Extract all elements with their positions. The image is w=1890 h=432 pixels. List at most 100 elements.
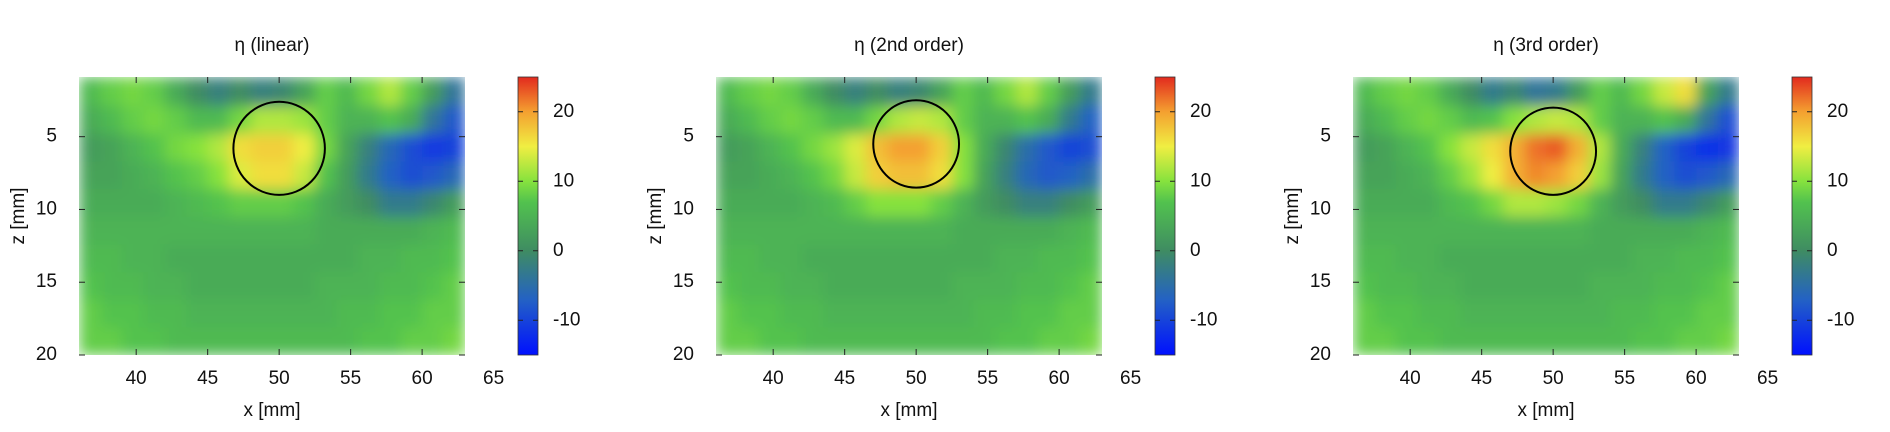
heat-cell bbox=[801, 272, 824, 301]
heat-cell bbox=[1438, 327, 1461, 355]
heat-cell bbox=[887, 244, 910, 273]
heat-cell bbox=[143, 327, 166, 355]
heat-cell bbox=[1696, 327, 1719, 355]
heat-cell bbox=[229, 272, 252, 301]
heat-cell bbox=[1674, 189, 1697, 218]
heat-cell bbox=[357, 133, 380, 162]
heat-cell bbox=[207, 106, 230, 135]
heat-cell bbox=[336, 272, 359, 301]
heat-cell bbox=[930, 244, 953, 273]
heat-cell bbox=[422, 299, 445, 328]
heat-cell bbox=[1610, 244, 1633, 273]
y-axis-label: z [mm] bbox=[645, 188, 666, 245]
heat-cell bbox=[758, 106, 781, 135]
heat-cell bbox=[1717, 77, 1739, 107]
heat-cell bbox=[1037, 77, 1060, 107]
heat-cell bbox=[844, 161, 867, 190]
heat-cell bbox=[1546, 244, 1568, 273]
heat-cell bbox=[379, 161, 402, 190]
heat-cell bbox=[379, 189, 402, 218]
heat-cell bbox=[951, 77, 974, 107]
heat-cell bbox=[1016, 244, 1039, 273]
heat-cell bbox=[780, 272, 803, 301]
heat-cell bbox=[121, 327, 144, 355]
heat-cell bbox=[1696, 299, 1719, 328]
heat-cell bbox=[1080, 299, 1102, 328]
heat-cell bbox=[79, 189, 101, 218]
heat-cell bbox=[1696, 216, 1719, 245]
heat-cell bbox=[844, 216, 867, 245]
heat-cell bbox=[1037, 189, 1060, 218]
heat-cell bbox=[143, 189, 166, 218]
heat-cell bbox=[758, 272, 781, 301]
x-tick-label: 65 bbox=[1120, 368, 1141, 389]
heat-cell bbox=[1417, 216, 1440, 245]
heat-cell bbox=[314, 161, 337, 190]
heat-cell bbox=[336, 299, 359, 328]
x-tick-label: 55 bbox=[340, 368, 361, 389]
heat-cell bbox=[1696, 106, 1719, 135]
heat-cell bbox=[379, 244, 402, 273]
heat-cell bbox=[1417, 133, 1440, 162]
heat-cell bbox=[994, 77, 1017, 107]
y-tick-label: 10 bbox=[36, 198, 57, 219]
heat-cell bbox=[1080, 106, 1102, 135]
heat-cell bbox=[121, 216, 144, 245]
heat-cell bbox=[951, 327, 974, 355]
heat-cell bbox=[1524, 244, 1547, 273]
heat-cell bbox=[207, 327, 230, 355]
panel: 40 45 50 55 60 65 5 10 15 20 η (2nd order) x [mm] z … bbox=[645, 35, 1217, 421]
heat-cell bbox=[1588, 133, 1611, 162]
heat-cell bbox=[887, 327, 910, 355]
heat-cell bbox=[1374, 77, 1397, 107]
heat-cell bbox=[1417, 189, 1440, 218]
heat-cell bbox=[758, 189, 781, 218]
heat-cell bbox=[229, 189, 252, 218]
colorbar bbox=[1154, 76, 1176, 356]
heat-cell bbox=[1037, 327, 1060, 355]
y-tick-label: 20 bbox=[673, 344, 694, 365]
heat-cell bbox=[443, 77, 465, 107]
heat-cell bbox=[336, 189, 359, 218]
x-tick-label: 50 bbox=[269, 368, 290, 389]
heat-cell bbox=[143, 106, 166, 135]
heat-cell bbox=[844, 133, 867, 162]
heat-cell bbox=[973, 133, 996, 162]
heat-cell bbox=[293, 299, 316, 328]
heat-cell bbox=[314, 216, 337, 245]
y-tick-label: 15 bbox=[673, 271, 694, 292]
heat-cell bbox=[737, 216, 760, 245]
x-tick-label: 45 bbox=[834, 368, 855, 389]
heat-cell bbox=[443, 272, 465, 301]
heat-cell bbox=[1016, 106, 1039, 135]
heat-cell bbox=[973, 77, 996, 107]
heat-cell bbox=[1631, 327, 1654, 355]
heat-cell bbox=[79, 161, 101, 190]
heat-cell bbox=[1567, 272, 1590, 301]
heat-cell bbox=[1588, 216, 1611, 245]
heat-cell bbox=[716, 106, 738, 135]
heat-cell bbox=[1417, 77, 1440, 107]
heat-cell bbox=[121, 106, 144, 135]
heat-cell bbox=[823, 133, 846, 162]
heat-cell bbox=[100, 189, 123, 218]
heat-cell bbox=[887, 161, 910, 190]
heat-cell bbox=[909, 133, 931, 162]
heat-cell bbox=[100, 244, 123, 273]
heat-cell bbox=[951, 216, 974, 245]
heat-cell bbox=[1481, 189, 1504, 218]
heat-cell bbox=[1059, 244, 1082, 273]
heat-cell bbox=[1696, 244, 1719, 273]
heat-cell bbox=[1717, 133, 1739, 162]
heat-cell bbox=[1717, 272, 1739, 301]
colorbar-tick-label: 10 bbox=[1827, 170, 1848, 191]
y-tick-label: 20 bbox=[1310, 344, 1331, 365]
heat-cell bbox=[1059, 77, 1082, 107]
heat-cell bbox=[1460, 133, 1483, 162]
heat-cell bbox=[143, 161, 166, 190]
heat-cell bbox=[1037, 299, 1060, 328]
heat-cell bbox=[443, 189, 465, 218]
heat-cell bbox=[1417, 327, 1440, 355]
heat-cell bbox=[1481, 161, 1504, 190]
heat-cell bbox=[780, 77, 803, 107]
